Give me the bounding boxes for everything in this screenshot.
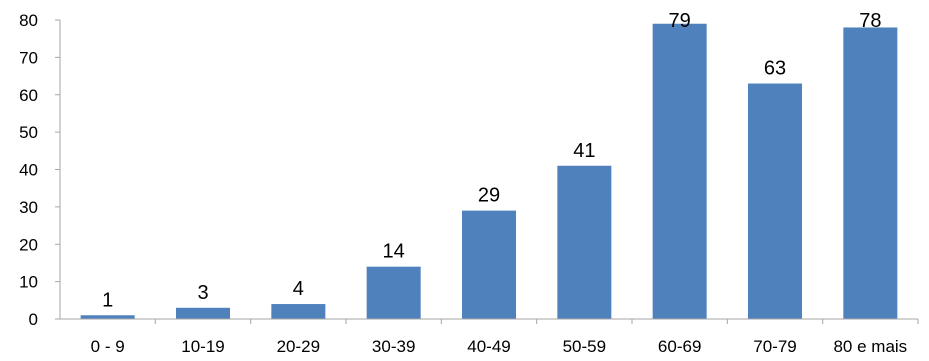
x-axis: 0 - 9 10-19 20-29 30-39 40-49 50-59 60-69 70-79…: [60, 318, 919, 356]
bars: [80, 23, 898, 320]
data-labels: 1 3 4 14 29 41 79 63 78: [102, 10, 881, 311]
y-tick-label: 10: [19, 273, 38, 292]
bar: [652, 23, 707, 320]
data-label: 3: [197, 282, 208, 304]
y-axis: 0 10 20 30 40 50 60 70 80: [19, 11, 61, 329]
x-tick-label: 60-69: [658, 337, 701, 356]
bar: [80, 315, 135, 319]
data-label: 41: [573, 140, 595, 162]
y-tick-label: 0: [29, 310, 38, 329]
data-label: 79: [669, 10, 691, 32]
data-label: 29: [478, 185, 500, 207]
x-tick-label: 20-29: [277, 337, 320, 356]
y-tick-label: 20: [19, 235, 38, 254]
y-tick-label: 40: [19, 161, 38, 180]
bar: [843, 27, 898, 319]
x-tick-label: 0 - 9: [91, 337, 125, 356]
x-tick-label: 50-59: [563, 337, 606, 356]
y-tick-label: 50: [19, 123, 38, 142]
x-tick-label: 30-39: [372, 337, 415, 356]
y-tick-label: 70: [19, 48, 38, 67]
x-tick-label: 10-19: [181, 337, 224, 356]
bar: [748, 83, 802, 319]
y-tick-label: 80: [19, 11, 38, 30]
x-tick-label: 80 e mais: [833, 337, 907, 356]
bar: [462, 210, 516, 319]
bar: [366, 266, 421, 319]
x-tick-label: 40-49: [467, 337, 510, 356]
data-label: 4: [293, 278, 304, 300]
x-tick-label: 70-79: [753, 337, 796, 356]
bar: [557, 165, 612, 319]
y-tick-label: 60: [19, 86, 38, 105]
data-label: 1: [102, 289, 113, 311]
data-label: 78: [859, 10, 881, 32]
bar: [271, 304, 326, 319]
y-tick-label: 30: [19, 198, 38, 217]
bar: [176, 307, 230, 319]
data-label: 14: [383, 241, 405, 263]
data-label: 63: [764, 58, 786, 80]
